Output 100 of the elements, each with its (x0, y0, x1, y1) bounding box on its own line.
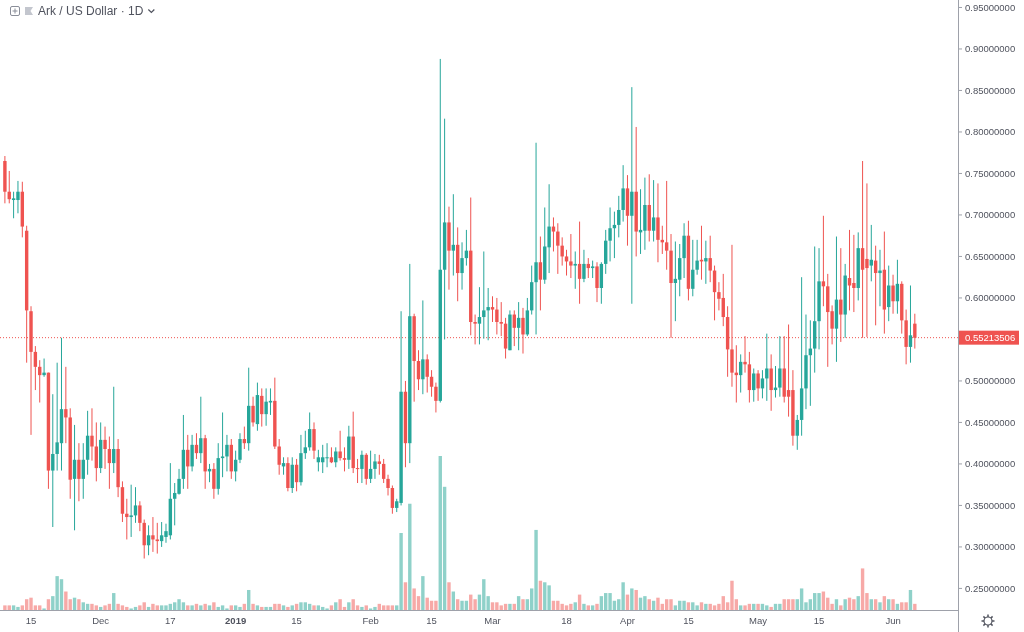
bar (364, 605, 368, 610)
bar (564, 605, 569, 610)
candlestick (839, 247, 843, 343)
bar (159, 605, 164, 610)
bar (116, 603, 120, 610)
bar (220, 605, 225, 610)
candlestick (878, 249, 882, 307)
candlestick (651, 179, 656, 243)
bar (16, 606, 20, 610)
candlestick (190, 434, 194, 472)
bar (321, 606, 325, 610)
bar (799, 588, 804, 610)
bar (686, 602, 691, 610)
bar (347, 602, 351, 610)
bar (146, 606, 151, 610)
bar (373, 606, 377, 610)
candlestick (490, 295, 495, 323)
candlestick (595, 261, 599, 303)
candlestick (778, 335, 782, 398)
bar (277, 603, 281, 610)
y-tick-label: 0.25000000 (965, 582, 1016, 594)
bar (630, 588, 634, 610)
candlestick (303, 430, 307, 460)
bar (238, 606, 242, 610)
bar (508, 603, 512, 610)
candlestick (869, 224, 873, 282)
bar (699, 602, 704, 610)
candlestick (138, 500, 142, 532)
candlestick (573, 250, 577, 290)
bar (94, 605, 99, 610)
candlestick (225, 434, 229, 472)
y-tick-label: 0.60000000 (965, 292, 1016, 304)
candlestick (264, 387, 268, 427)
candlestick (421, 299, 425, 395)
y-tick-label: 0.95000000 (965, 1, 1016, 13)
bar (521, 599, 525, 610)
bar (386, 605, 390, 610)
y-tick-label: 0.65000000 (965, 250, 1016, 262)
bar (778, 603, 782, 610)
bar (3, 605, 7, 610)
bar (312, 605, 316, 610)
y-tick-label: 0.35000000 (965, 499, 1016, 511)
bar (499, 605, 503, 610)
bar (447, 582, 451, 610)
bar (891, 599, 895, 610)
candlestick (177, 468, 181, 496)
bar (299, 602, 303, 610)
bar (138, 605, 142, 610)
bar (482, 579, 486, 610)
candlestick (569, 233, 573, 279)
candlestick (708, 235, 712, 283)
bar (695, 605, 699, 610)
y-tick-label: 0.75000000 (965, 167, 1016, 179)
bar (98, 606, 103, 610)
candlestick (90, 407, 94, 462)
candlestick (42, 358, 46, 378)
candlestick (220, 411, 225, 478)
bar (199, 605, 203, 610)
bar (878, 602, 882, 610)
bar (207, 605, 212, 610)
bar (765, 605, 769, 610)
candlestick (756, 369, 760, 402)
candlestick (386, 474, 390, 496)
y-tick-label: 0.70000000 (965, 209, 1016, 221)
candlestick (621, 164, 625, 223)
bar (190, 605, 194, 610)
y-tick-label: 0.90000000 (965, 43, 1016, 55)
bar (843, 599, 847, 610)
candlestick (103, 426, 107, 470)
candlestick (534, 142, 538, 335)
bar (81, 602, 85, 610)
candlestick (64, 366, 68, 444)
candlestick (338, 430, 342, 462)
candlestick (451, 193, 456, 277)
candlestick (477, 286, 482, 345)
bar (316, 605, 321, 610)
candlestick (582, 249, 586, 283)
bar (738, 605, 743, 610)
candlestick (360, 450, 364, 484)
bar (839, 605, 843, 610)
candlestick (891, 274, 895, 315)
candlestick (678, 243, 682, 297)
bar (547, 585, 551, 610)
candlestick (373, 453, 377, 480)
candlestick (212, 462, 216, 500)
bar (582, 603, 586, 610)
bar (173, 602, 177, 610)
y-tick-label: 0.30000000 (965, 541, 1016, 553)
bar (852, 599, 856, 610)
bar (64, 591, 68, 610)
y-tick-label: 0.40000000 (965, 458, 1016, 470)
x-tick-label: 18 (561, 615, 572, 626)
x-tick-label: Jun (885, 615, 901, 626)
bar (303, 602, 307, 610)
x-tick-label: May (749, 615, 768, 626)
candlestick (434, 382, 438, 413)
chart-title: Ark / US Dollar · 1D (38, 4, 144, 18)
bar (77, 599, 81, 610)
candlestick (377, 454, 382, 476)
candlestick (325, 442, 329, 468)
